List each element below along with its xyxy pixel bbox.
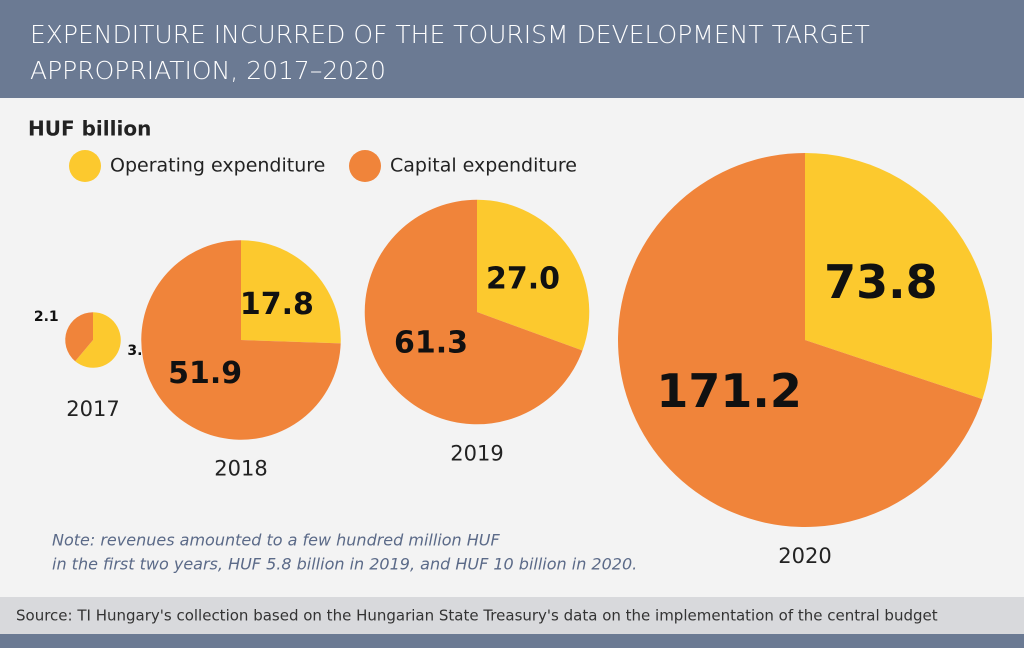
value-label: 51.9 [168, 356, 242, 391]
year-label: 2020 [778, 544, 831, 568]
year-label: 2018 [214, 457, 267, 481]
legend-swatch [349, 150, 381, 182]
year-label: 2019 [450, 441, 503, 465]
header [0, 0, 1024, 98]
pie-slice [805, 153, 993, 400]
legend-label: Capital expenditure [390, 155, 577, 177]
pie-slice [477, 199, 590, 351]
note: in the first two years, HUF 5.8 billion … [52, 555, 637, 574]
source: Source: TI Hungary's collection based on… [16, 607, 938, 625]
chart-title: APPROPRIATION, 2017–2020 [30, 56, 386, 85]
value-label: 171.2 [656, 364, 802, 418]
pie-slice [141, 240, 341, 440]
footer [0, 634, 1024, 648]
year-label: 2017 [66, 397, 119, 421]
source-band [0, 597, 1024, 634]
pie-slice [241, 240, 341, 344]
value-label: 61.3 [394, 326, 468, 361]
legend-label: Operating expenditure [110, 155, 325, 177]
pie-slice [364, 199, 583, 425]
unit-label: HUF billion [28, 117, 151, 141]
pie-slice [618, 153, 983, 527]
pie-slice [65, 312, 93, 362]
note: Note: revenues amounted to a few hundred… [52, 531, 501, 550]
value-label: 2.1 [34, 309, 59, 325]
chart-title: EXPENDITURE INCURRED OF THE TOURISM DEVE… [30, 20, 870, 49]
value-label: 27.0 [486, 261, 560, 296]
pie-slice [75, 312, 121, 368]
value-label: 73.8 [824, 255, 938, 309]
value-label: 17.8 [240, 287, 314, 322]
legend-swatch [69, 150, 101, 182]
